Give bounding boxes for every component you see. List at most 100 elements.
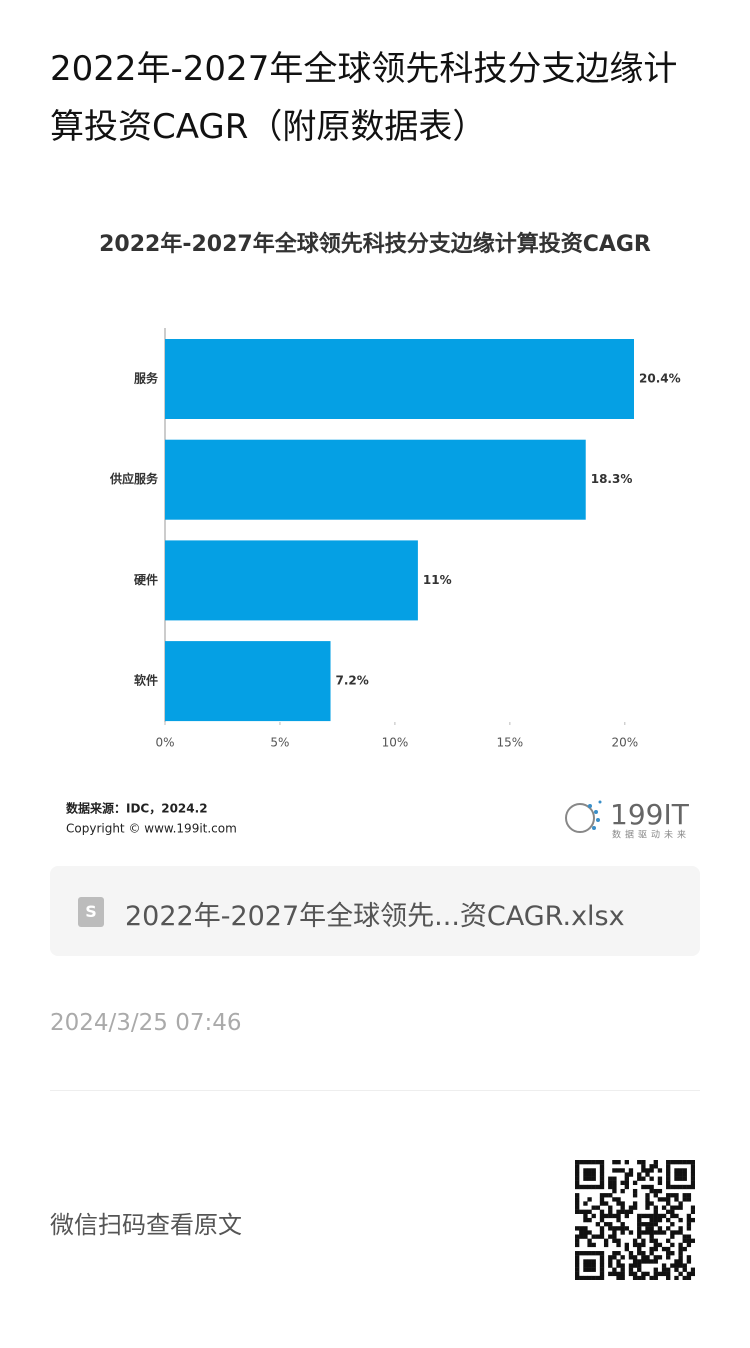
qr-module xyxy=(591,1168,596,1173)
qr-module xyxy=(641,1242,646,1248)
y-tick-label: 供应服务 xyxy=(109,471,159,486)
qr-module xyxy=(682,1246,687,1252)
qr-module xyxy=(575,1234,580,1239)
qr-module xyxy=(641,1176,646,1181)
qr-module xyxy=(690,1238,695,1243)
qr-module xyxy=(612,1168,617,1173)
qr-module xyxy=(579,1160,584,1165)
qr-module xyxy=(616,1209,621,1214)
qr-module xyxy=(649,1176,654,1181)
qr-module xyxy=(690,1209,695,1214)
qr-module xyxy=(653,1217,658,1223)
qr-module xyxy=(612,1267,617,1272)
qr-module xyxy=(649,1168,654,1173)
bar xyxy=(165,641,331,722)
separator xyxy=(50,1090,700,1091)
qr-module xyxy=(661,1213,667,1219)
qr-module xyxy=(583,1259,588,1264)
qr-module xyxy=(575,1209,580,1214)
qr-module xyxy=(575,1176,580,1181)
chart-title: 2022年-2027年全球领先科技分支边缘计算投资CAGR xyxy=(99,231,651,257)
qr-module xyxy=(637,1251,642,1256)
qr-module xyxy=(661,1246,667,1252)
qr-module xyxy=(645,1193,650,1198)
qr-module xyxy=(674,1193,679,1198)
qr-module xyxy=(608,1259,613,1264)
qr-module xyxy=(641,1160,646,1165)
qr-module xyxy=(620,1275,625,1280)
qr-module xyxy=(575,1263,580,1268)
qr-module xyxy=(632,1180,638,1186)
qr-module xyxy=(632,1188,638,1194)
qr-module xyxy=(637,1259,642,1264)
qr-module xyxy=(599,1213,605,1219)
qr-module xyxy=(628,1267,634,1272)
qr-module xyxy=(641,1230,646,1235)
qr-module xyxy=(678,1226,683,1231)
qr-module xyxy=(653,1267,658,1272)
qr-module xyxy=(645,1259,650,1264)
qr-module xyxy=(637,1246,642,1252)
qr-module xyxy=(666,1176,671,1181)
qr-module xyxy=(603,1242,609,1248)
qr-module xyxy=(587,1176,592,1181)
qr-module xyxy=(595,1205,601,1210)
qr-module xyxy=(616,1160,621,1165)
qr-module xyxy=(686,1226,692,1231)
qr-module xyxy=(661,1205,667,1210)
qr-module xyxy=(657,1226,663,1231)
qr-module xyxy=(628,1230,634,1235)
qr-module xyxy=(612,1213,617,1219)
qr-module xyxy=(690,1205,695,1210)
qr-module xyxy=(612,1234,617,1239)
file-card[interactable]: S 2022年-2027年全球领先...资CAGR.xlsx xyxy=(50,866,700,956)
qr-module xyxy=(641,1164,646,1169)
qr-module xyxy=(682,1263,687,1268)
qr-module xyxy=(686,1275,692,1280)
qr-module xyxy=(612,1251,617,1256)
qr-module xyxy=(608,1255,613,1260)
value-label: 18.3% xyxy=(591,472,633,486)
qr-module xyxy=(583,1275,588,1280)
qr-module xyxy=(632,1275,638,1280)
qr-module xyxy=(628,1172,634,1177)
qr-module xyxy=(649,1164,654,1169)
qr-module xyxy=(670,1251,675,1256)
qr-module xyxy=(579,1251,584,1256)
qr-module xyxy=(645,1213,650,1219)
qr-module xyxy=(599,1263,605,1268)
qr-module xyxy=(612,1188,617,1194)
qr-module xyxy=(603,1201,609,1206)
qr-module xyxy=(653,1238,658,1243)
qr-module xyxy=(641,1222,646,1227)
qr-module xyxy=(575,1267,580,1272)
qr-module xyxy=(624,1184,629,1190)
qr-module xyxy=(666,1180,671,1186)
qr-module xyxy=(657,1176,663,1181)
qr-module xyxy=(657,1242,663,1248)
qr-module xyxy=(579,1275,584,1280)
qr-module xyxy=(595,1234,601,1239)
qr-code xyxy=(575,1160,695,1280)
qr-module xyxy=(690,1164,695,1169)
qr-module xyxy=(670,1234,675,1239)
qr-module xyxy=(599,1168,605,1173)
qr-module xyxy=(666,1275,671,1280)
qr-module xyxy=(657,1180,663,1186)
qr-module xyxy=(599,1251,605,1256)
x-tick-label: 10% xyxy=(382,736,409,750)
qr-module xyxy=(575,1255,580,1260)
qr-module xyxy=(678,1259,683,1264)
qr-module xyxy=(632,1238,638,1243)
qr-module xyxy=(682,1197,687,1202)
qr-module xyxy=(682,1172,687,1177)
qr-module xyxy=(620,1263,625,1268)
qr-module xyxy=(608,1193,613,1198)
qr-module xyxy=(653,1188,658,1194)
qr-module xyxy=(637,1176,642,1181)
qr-module xyxy=(591,1267,596,1272)
qr-module xyxy=(603,1193,609,1198)
qr-module xyxy=(649,1226,654,1231)
qr-module xyxy=(666,1251,671,1256)
qr-module xyxy=(690,1184,695,1190)
